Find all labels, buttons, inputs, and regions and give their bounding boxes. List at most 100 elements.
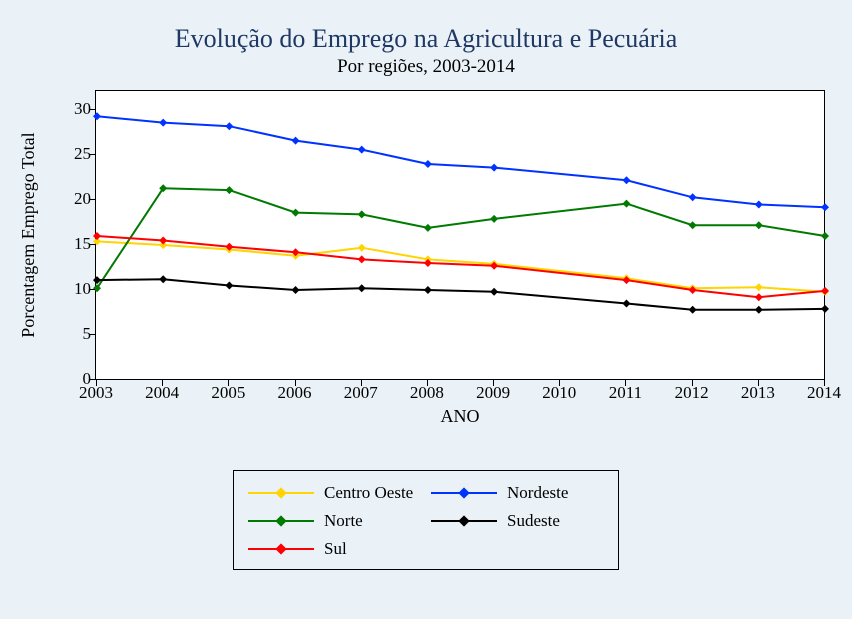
y-tick-mark: [89, 334, 95, 335]
legend-box: Centro Oeste Nordeste Norte Sudeste Sul: [233, 470, 619, 570]
chart-title: Evolução do Emprego na Agricultura e Pec…: [0, 24, 852, 54]
x-tick-label: 2013: [733, 383, 783, 403]
x-tick-mark: [625, 380, 626, 386]
legend-marker-icon: [275, 515, 286, 526]
x-tick-label: 2014: [799, 383, 849, 403]
x-tick-label: 2005: [203, 383, 253, 403]
x-tick-label: 2007: [336, 383, 386, 403]
series-marker: [755, 221, 763, 229]
series-marker: [821, 203, 829, 211]
series-marker: [225, 186, 233, 194]
series-marker: [755, 201, 763, 209]
series-marker: [821, 305, 829, 313]
legend-swatch: [248, 539, 314, 559]
legend-marker-icon: [275, 543, 286, 554]
legend-swatch: [431, 483, 497, 503]
y-tick-mark: [89, 109, 95, 110]
y-tick-label: 15: [51, 234, 91, 254]
series-marker: [622, 200, 630, 208]
series-marker: [159, 119, 167, 127]
figure-container: Evolução do Emprego na Agricultura e Pec…: [0, 0, 852, 619]
x-tick-label: 2011: [600, 383, 650, 403]
y-tick-mark: [89, 154, 95, 155]
legend-swatch: [248, 511, 314, 531]
legend-label: Sul: [324, 539, 347, 559]
x-tick-mark: [758, 380, 759, 386]
legend-item: Nordeste: [431, 481, 604, 505]
series-marker: [93, 232, 101, 240]
series-marker: [490, 215, 498, 223]
legend-swatch: [431, 511, 497, 531]
series-marker: [622, 300, 630, 308]
series-marker: [292, 209, 300, 217]
x-tick-label: 2012: [667, 383, 717, 403]
series-marker: [490, 288, 498, 296]
series-marker: [689, 306, 697, 314]
legend-item: Norte: [248, 509, 421, 533]
y-tick-label: 30: [51, 99, 91, 119]
y-tick-label: 25: [51, 144, 91, 164]
x-tick-mark: [559, 380, 560, 386]
x-tick-label: 2008: [402, 383, 452, 403]
series-marker: [424, 286, 432, 294]
x-tick-label: 2004: [137, 383, 187, 403]
chart-subtitle: Por regiões, 2003-2014: [0, 56, 852, 78]
legend-item: Sul: [248, 537, 421, 561]
series-line: [97, 116, 825, 207]
legend-marker-icon: [458, 515, 469, 526]
series-marker: [358, 210, 366, 218]
legend-marker-icon: [275, 487, 286, 498]
series-marker: [292, 137, 300, 145]
legend-label: Sudeste: [507, 511, 560, 531]
series-marker: [358, 146, 366, 154]
x-tick-mark: [96, 380, 97, 386]
x-tick-label: 2006: [270, 383, 320, 403]
y-tick-label: 20: [51, 189, 91, 209]
chart-lines-svg: [96, 91, 824, 379]
x-tick-mark: [162, 380, 163, 386]
series-marker: [755, 283, 763, 291]
series-marker: [159, 237, 167, 245]
y-tick-mark: [89, 199, 95, 200]
series-marker: [424, 224, 432, 232]
y-tick-mark: [89, 244, 95, 245]
legend-label: Nordeste: [507, 483, 568, 503]
series-line: [97, 279, 825, 310]
legend-marker-icon: [458, 487, 469, 498]
series-marker: [93, 112, 101, 120]
series-marker: [689, 193, 697, 201]
legend-label: Centro Oeste: [324, 483, 413, 503]
legend-item: Centro Oeste: [248, 481, 421, 505]
y-tick-label: 10: [51, 279, 91, 299]
series-marker: [689, 221, 697, 229]
series-marker: [159, 275, 167, 283]
x-tick-mark: [427, 380, 428, 386]
series-line: [97, 188, 825, 288]
legend-label: Norte: [324, 511, 363, 531]
x-tick-label: 2010: [534, 383, 584, 403]
series-marker: [622, 176, 630, 184]
x-tick-mark: [295, 380, 296, 386]
plot-area: [95, 90, 825, 380]
series-marker: [755, 293, 763, 301]
x-tick-mark: [493, 380, 494, 386]
x-tick-mark: [228, 380, 229, 386]
x-axis-label: ANO: [95, 406, 825, 427]
y-tick-mark: [89, 379, 95, 380]
series-marker: [225, 122, 233, 130]
series-marker: [358, 244, 366, 252]
y-tick-label: 5: [51, 324, 91, 344]
legend-item: Sudeste: [431, 509, 604, 533]
x-tick-label: 2003: [71, 383, 121, 403]
x-tick-label: 2009: [468, 383, 518, 403]
series-marker: [292, 286, 300, 294]
series-marker: [821, 232, 829, 240]
y-axis-label: Porcentagem Emprego Total: [18, 90, 48, 380]
series-marker: [358, 284, 366, 292]
series-marker: [358, 255, 366, 263]
x-tick-mark: [692, 380, 693, 386]
y-tick-mark: [89, 289, 95, 290]
legend-swatch: [248, 483, 314, 503]
series-marker: [821, 287, 829, 295]
series-marker: [225, 282, 233, 290]
